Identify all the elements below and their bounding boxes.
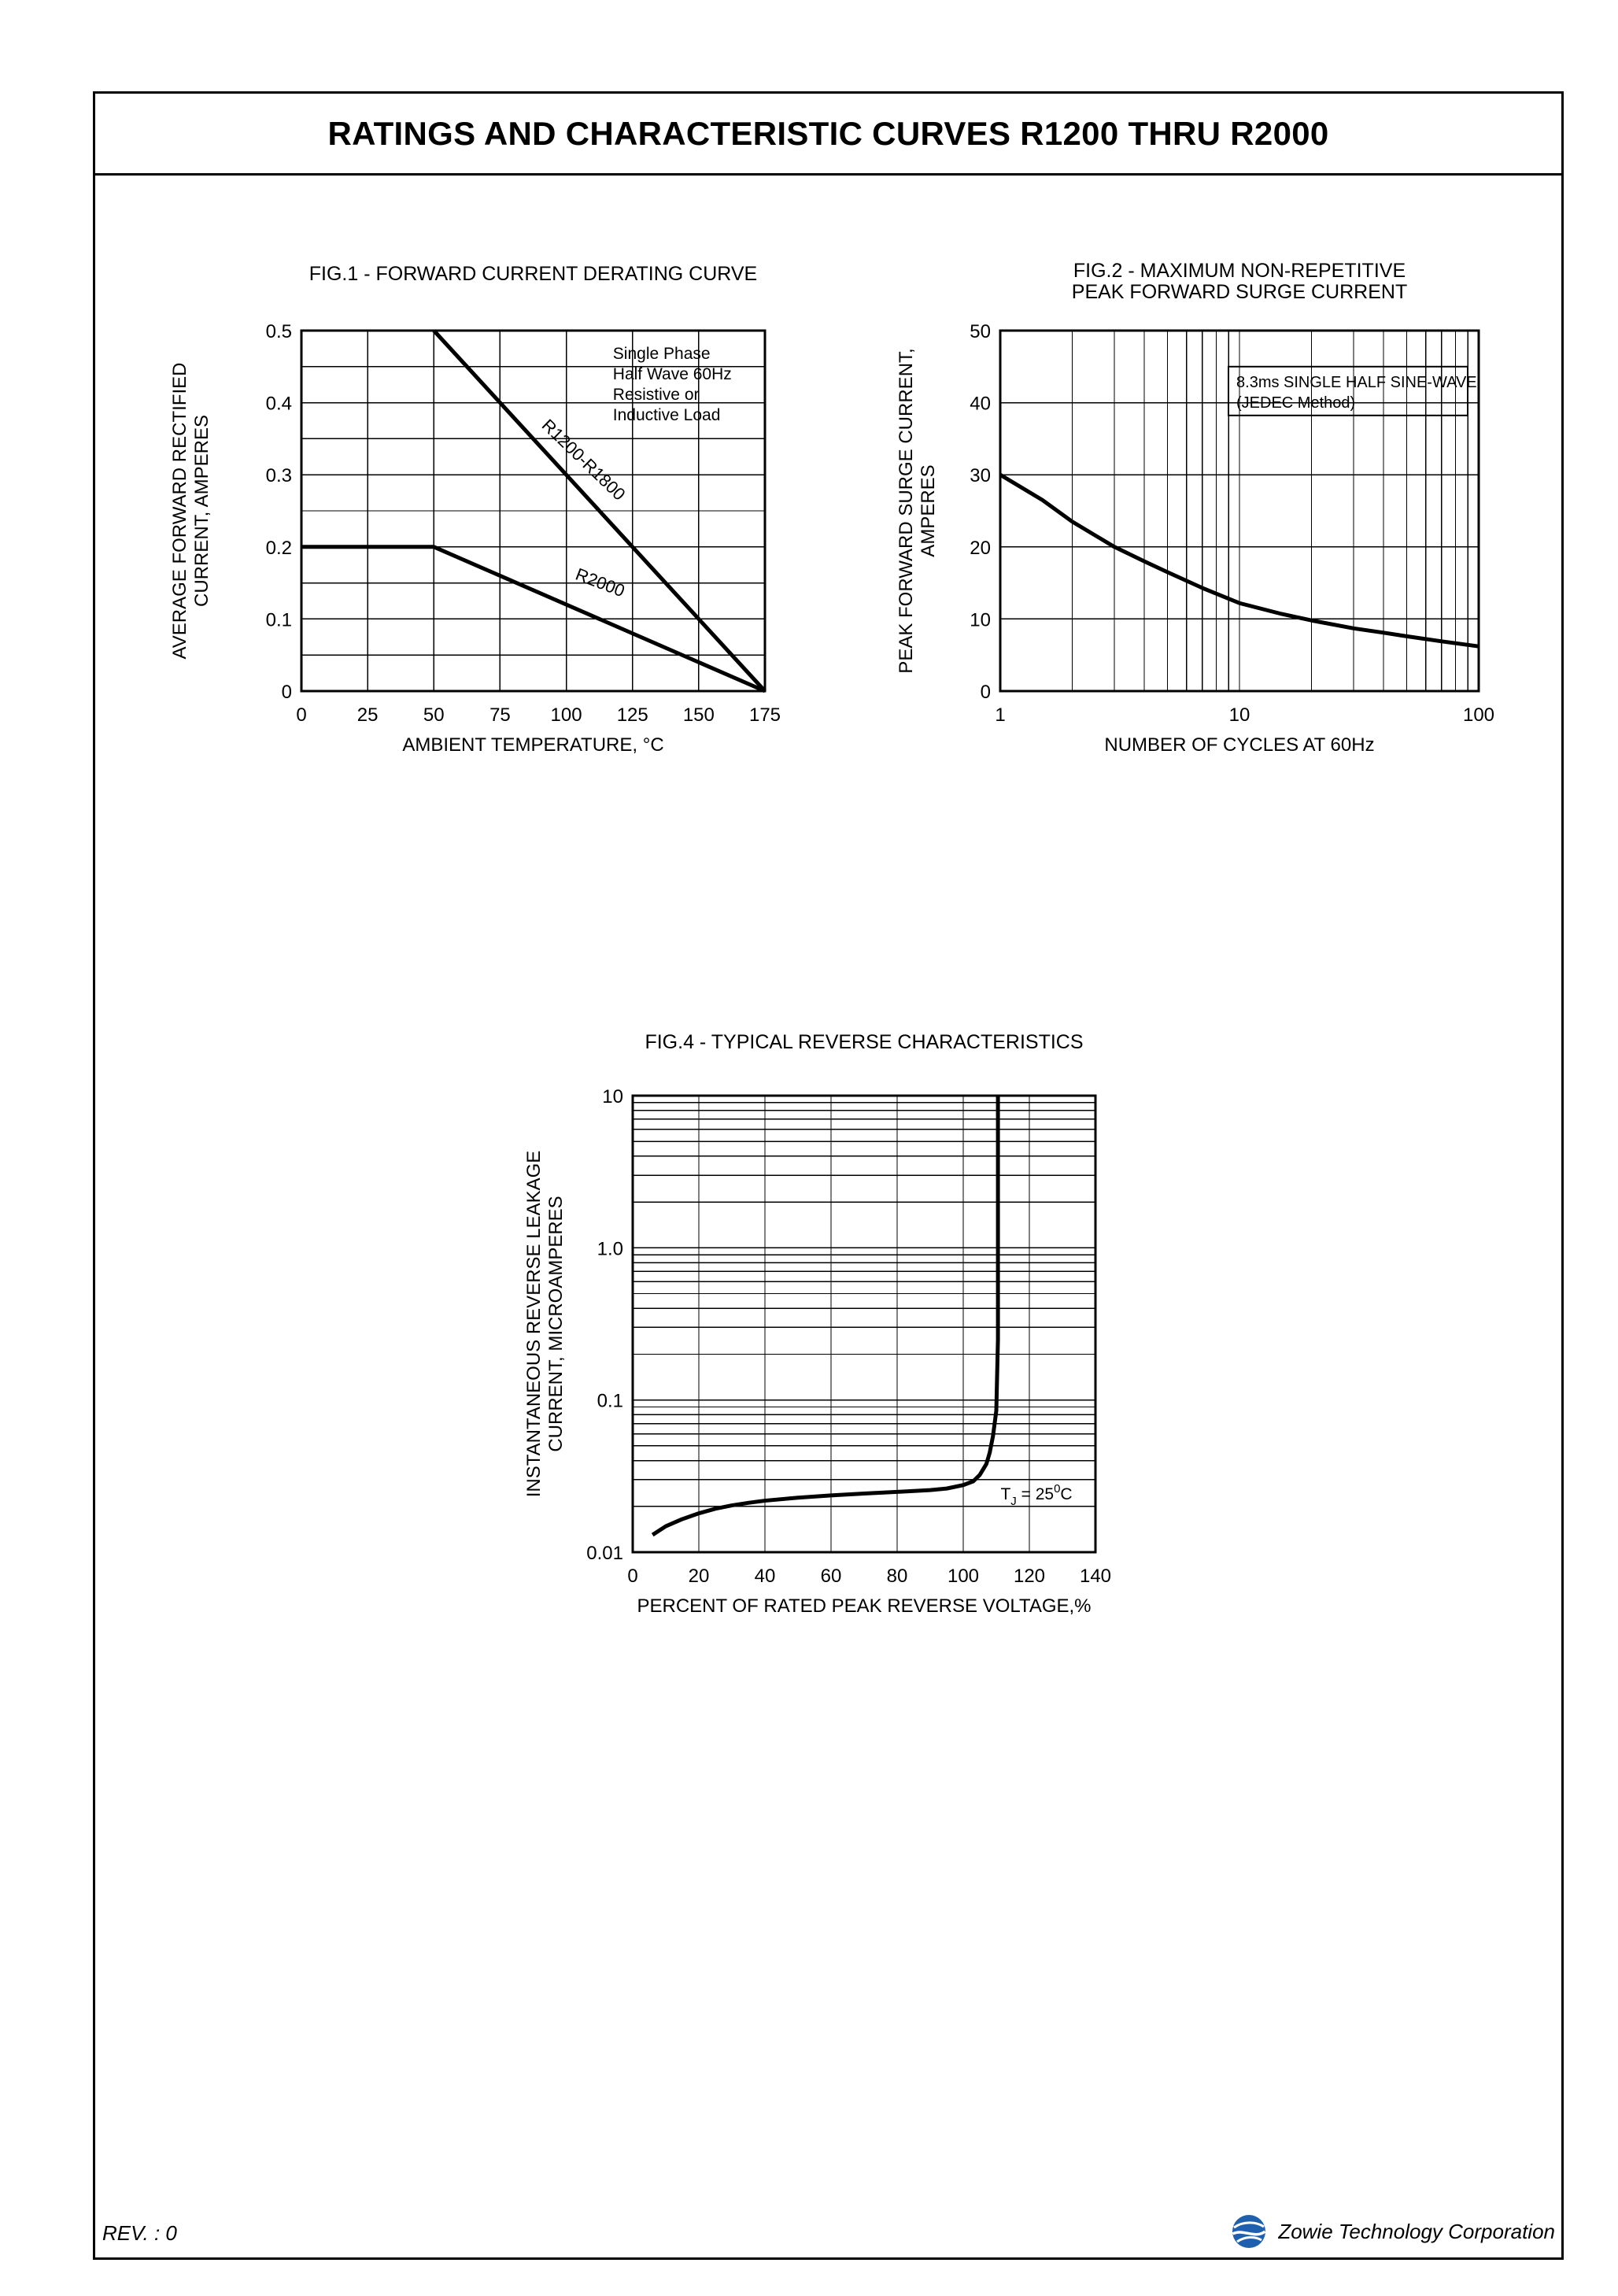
svg-text:100: 100 — [1463, 704, 1494, 726]
svg-text:R2000: R2000 — [573, 564, 627, 601]
svg-text:20: 20 — [689, 1566, 710, 1587]
svg-text:CURRENT, MICROAMPERES: CURRENT, MICROAMPERES — [545, 1196, 567, 1451]
zowie-logo — [1232, 2215, 1266, 2248]
svg-text:CURRENT, AMPERES: CURRENT, AMPERES — [191, 415, 212, 607]
svg-text:TJ = 250C: TJ = 250C — [1000, 1482, 1072, 1508]
svg-text:AVERAGE FORWARD RECTIFIED: AVERAGE FORWARD RECTIFIED — [169, 363, 190, 660]
svg-text:8.3ms SINGLE HALF SINE-WAVE: 8.3ms SINGLE HALF SINE-WAVE — [1236, 374, 1477, 391]
svg-text:50: 50 — [423, 704, 445, 726]
svg-text:100: 100 — [948, 1566, 979, 1587]
svg-text:10: 10 — [602, 1086, 623, 1107]
fig2-peak-forward-surge-chart: FIG.2 - MAXIMUM NON-REPETITIVE PEAK FORWA… — [833, 246, 1580, 797]
fig4-svg: FIG.4 - TYPICAL REVERSE CHARACTERISTICS 0… — [523, 1031, 1111, 1617]
svg-text:0.01: 0.01 — [586, 1543, 623, 1564]
svg-text:Inductive Load: Inductive Load — [613, 406, 721, 424]
svg-text:Single Phase: Single Phase — [613, 345, 711, 363]
svg-text:PEAK FORWARD SURGE CURRENT: PEAK FORWARD SURGE CURRENT — [1072, 281, 1407, 303]
svg-text:0: 0 — [282, 682, 292, 703]
svg-text:Half Wave 60Hz: Half Wave 60Hz — [613, 365, 732, 383]
svg-text:50: 50 — [970, 321, 991, 342]
svg-text:0: 0 — [296, 704, 306, 726]
svg-text:25: 25 — [357, 704, 379, 726]
company-name: Zowie Technology Corporation — [1278, 2219, 1555, 2243]
svg-text:0.2: 0.2 — [266, 538, 292, 559]
fig1-svg: FIG.1 - FORWARD CURRENT DERATING CURVE 0 2… — [169, 263, 781, 756]
page-border: RATINGS AND CHARACTERISTIC CURVES R1200 … — [93, 91, 1564, 2260]
svg-text:NUMBER OF CYCLES AT 60Hz: NUMBER OF CYCLES AT 60Hz — [1104, 734, 1374, 756]
svg-text:AMBIENT TEMPERATURE, °C: AMBIENT TEMPERATURE, °C — [402, 734, 663, 756]
svg-text:10: 10 — [970, 609, 991, 630]
svg-text:30: 30 — [970, 465, 991, 486]
svg-text:40: 40 — [970, 394, 991, 415]
svg-text:0.1: 0.1 — [597, 1391, 623, 1412]
svg-text:0.1: 0.1 — [266, 609, 292, 630]
svg-text:PERCENT OF RATED PEAK REVERSE: PERCENT OF RATED PEAK REVERSE VOLTAGE,% — [637, 1595, 1091, 1617]
svg-text:Resistive or: Resistive or — [613, 386, 700, 404]
svg-text:125: 125 — [617, 704, 648, 726]
svg-text:120: 120 — [1014, 1566, 1045, 1587]
svg-text:10: 10 — [1229, 704, 1250, 726]
svg-text:75: 75 — [489, 704, 511, 726]
svg-text:80: 80 — [887, 1566, 908, 1587]
svg-text:AMPERES: AMPERES — [918, 464, 939, 556]
svg-text:1: 1 — [995, 704, 1005, 726]
footer-company: Zowie Technology Corporation — [1231, 2213, 1555, 2250]
svg-text:20: 20 — [970, 538, 991, 559]
title-bar: RATINGS AND CHARACTERISTIC CURVES R1200 … — [95, 94, 1561, 176]
svg-text:150: 150 — [683, 704, 715, 726]
revision-label: REV. : 0 — [102, 2221, 177, 2245]
page-title: RATINGS AND CHARACTERISTIC CURVES R1200 … — [327, 114, 1329, 152]
svg-text:FIG.1 - FORWARD CURRENT DERATI: FIG.1 - FORWARD CURRENT DERATING CURVE — [309, 263, 757, 285]
svg-text:0: 0 — [627, 1566, 637, 1587]
fig1-forward-current-derating-chart: FIG.1 - FORWARD CURRENT DERATING CURVE 0 2… — [142, 246, 834, 797]
svg-text:0.3: 0.3 — [266, 465, 292, 486]
svg-text:INSTANTANEOUS REVERSE LEAKAGE: INSTANTANEOUS REVERSE LEAKAGE — [523, 1151, 545, 1498]
svg-text:FIG.2 - MAXIMUM NON-REPETITIVE: FIG.2 - MAXIMUM NON-REPETITIVE — [1073, 260, 1406, 282]
fig4-typical-reverse-characteristics-chart: FIG.4 - TYPICAL REVERSE CHARACTERISTICS 0… — [438, 1014, 1209, 1651]
svg-text:FIG.4 - TYPICAL REVERSE CHARAC: FIG.4 - TYPICAL REVERSE CHARACTERISTICS — [645, 1031, 1083, 1053]
svg-text:0.4: 0.4 — [266, 394, 292, 415]
svg-text:60: 60 — [821, 1566, 842, 1587]
svg-text:(JEDEC Method): (JEDEC Method) — [1236, 394, 1355, 412]
svg-text:40: 40 — [755, 1566, 776, 1587]
svg-text:0: 0 — [981, 682, 991, 703]
svg-text:100: 100 — [551, 704, 582, 726]
svg-text:1.0: 1.0 — [597, 1238, 623, 1259]
svg-text:140: 140 — [1080, 1566, 1111, 1587]
svg-text:PEAK FORWARD SURGE CURRENT,: PEAK FORWARD SURGE CURRENT, — [896, 348, 917, 673]
svg-text:175: 175 — [749, 704, 781, 726]
svg-text:0.5: 0.5 — [266, 321, 292, 342]
